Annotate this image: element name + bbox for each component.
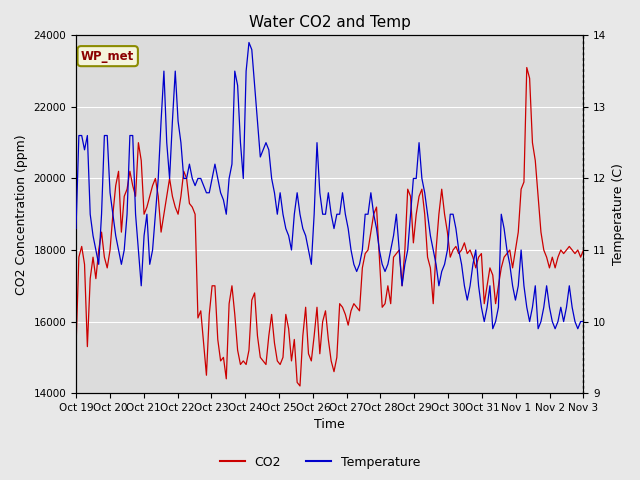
Y-axis label: CO2 Concentration (ppm): CO2 Concentration (ppm): [15, 134, 28, 295]
Legend: CO2, Temperature: CO2, Temperature: [214, 451, 426, 474]
Y-axis label: Temperature (C): Temperature (C): [612, 163, 625, 265]
X-axis label: Time: Time: [314, 419, 345, 432]
Title: Water CO2 and Temp: Water CO2 and Temp: [249, 15, 411, 30]
Text: WP_met: WP_met: [81, 49, 134, 63]
